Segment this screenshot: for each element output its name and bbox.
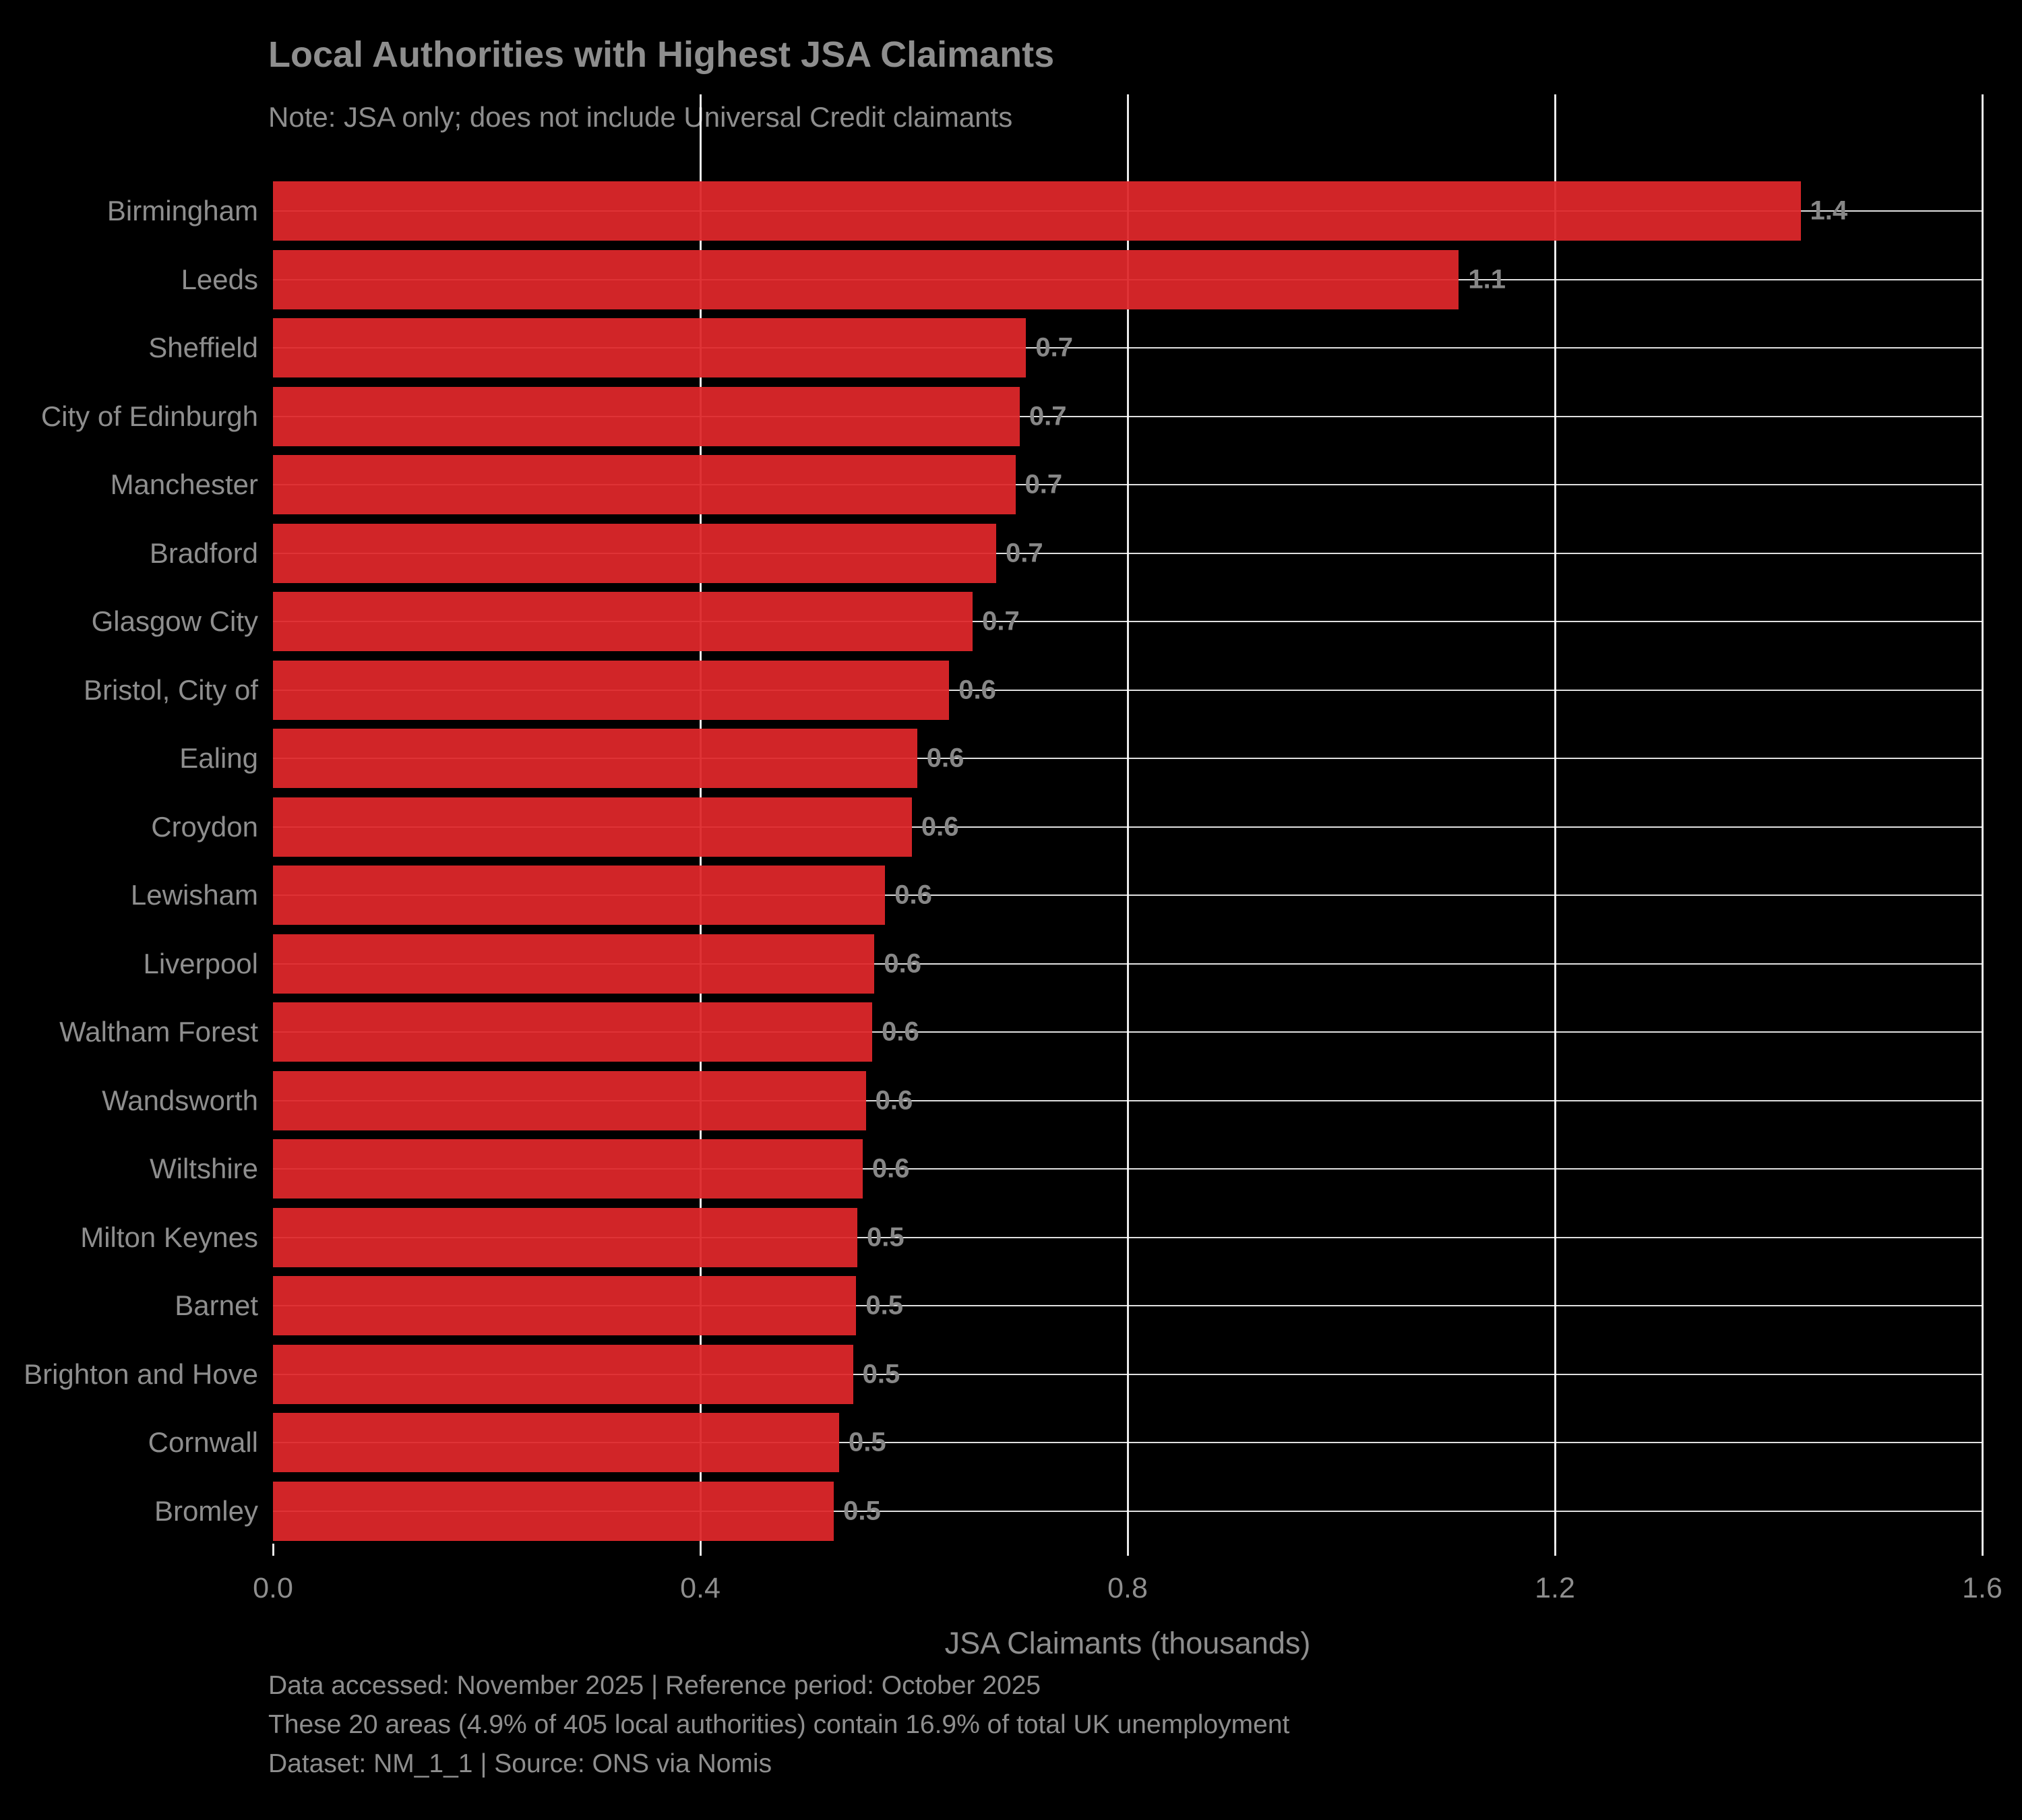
y-gridline <box>273 1442 1982 1443</box>
x-tick-mark <box>1981 1544 1984 1556</box>
y-gridline <box>273 758 1982 759</box>
category-label: Manchester <box>110 468 258 500</box>
category-label: Liverpool <box>143 947 258 979</box>
y-gridline <box>273 552 1982 554</box>
value-label: 0.7 <box>1029 401 1067 431</box>
bar-leeds <box>273 249 1459 309</box>
value-label: 0.6 <box>926 743 964 773</box>
value-label: 0.7 <box>1024 469 1063 499</box>
value-label: 0.7 <box>982 606 1020 636</box>
x-tick-label: 0.4 <box>680 1572 721 1604</box>
bar-manchester <box>273 455 1016 514</box>
footer-line-3: Dataset: NM_1_1 | Source: ONS via Nomis <box>268 1749 772 1778</box>
bar-barnet <box>273 1276 857 1335</box>
y-gridline <box>273 1305 1982 1306</box>
category-label: Wandsworth <box>102 1084 258 1116</box>
value-label: 0.5 <box>865 1290 904 1321</box>
bar-brighton-and-hove <box>273 1344 853 1404</box>
category-label: Glasgow City <box>91 605 258 637</box>
value-label: 0.5 <box>843 1496 881 1525</box>
value-label: 1.1 <box>1468 264 1506 294</box>
footer-line-1: Data accessed: November 2025 | Reference… <box>268 1671 1041 1700</box>
bar-wiltshire <box>273 1139 863 1199</box>
y-gridline <box>273 415 1982 417</box>
category-label: Ealing <box>179 742 258 774</box>
bar-wandsworth <box>273 1070 866 1130</box>
bar-bradford <box>273 523 997 583</box>
bar-waltham-forest <box>273 1002 873 1062</box>
category-label: Croydon <box>151 810 258 843</box>
category-label: Brighton and Hove <box>24 1358 258 1390</box>
value-label: 0.7 <box>1006 538 1043 568</box>
value-label: 0.5 <box>866 1222 905 1252</box>
x-gridline <box>1126 94 1129 1544</box>
x-tick-mark <box>272 1544 274 1556</box>
category-label: Bromley <box>154 1494 258 1527</box>
x-tick-label: 1.6 <box>1962 1572 2002 1604</box>
footer-line-2: These 20 areas (4.9% of 405 local author… <box>268 1710 1290 1739</box>
x-tick-mark <box>699 1544 702 1556</box>
bar-bromley <box>273 1481 834 1541</box>
x-tick-label: 0.8 <box>1107 1572 1148 1604</box>
x-tick-mark <box>1554 1544 1556 1556</box>
category-label: Waltham Forest <box>59 1016 258 1048</box>
category-label: Cornwall <box>148 1426 258 1458</box>
value-label: 0.5 <box>849 1427 886 1457</box>
bar-glasgow-city <box>273 592 973 651</box>
value-label: 0.5 <box>862 1359 900 1389</box>
x-tick-label: 1.2 <box>1535 1572 1575 1604</box>
value-label: 0.6 <box>884 948 921 978</box>
bar-liverpool <box>273 934 875 994</box>
x-tick-mark <box>1126 1544 1129 1556</box>
category-label: Barnet <box>175 1290 258 1321</box>
y-gridline <box>273 963 1982 965</box>
y-gridline <box>273 826 1982 828</box>
value-label: 0.6 <box>894 880 932 910</box>
x-gridline <box>1554 94 1556 1544</box>
y-gridline <box>273 1373 1982 1375</box>
x-gridline <box>1981 94 1984 1544</box>
category-label: Bristol, City of <box>83 673 258 706</box>
value-label: 0.6 <box>921 812 959 841</box>
y-gridline <box>273 1031 1982 1033</box>
y-gridline <box>273 347 1982 348</box>
category-label: City of Edinburgh <box>40 400 258 432</box>
x-axis-label: JSA Claimants (thousands) <box>944 1626 1311 1660</box>
chart-title: Local Authorities with Highest JSA Claim… <box>268 34 1055 75</box>
category-label: Milton Keynes <box>80 1221 258 1253</box>
value-label: 0.6 <box>875 1085 913 1115</box>
category-label: Sheffield <box>148 332 258 363</box>
chart-subtitle: Note: JSA only; does not include Univers… <box>268 101 1013 133</box>
y-gridline <box>273 689 1982 691</box>
y-gridline <box>273 621 1982 622</box>
value-label: 0.6 <box>958 675 996 704</box>
bar-birmingham <box>273 181 1801 241</box>
bar-bristol-city-of <box>273 660 950 720</box>
x-tick-label: 0.0 <box>253 1572 293 1604</box>
bar-city-of-edinburgh <box>273 386 1020 446</box>
category-label: Bradford <box>149 537 258 569</box>
bar-sheffield <box>273 318 1027 377</box>
category-label: Wiltshire <box>149 1153 258 1184</box>
y-gridline <box>273 1236 1982 1238</box>
value-label: 0.6 <box>871 1153 910 1184</box>
bar-lewisham <box>273 866 886 925</box>
bar-ealing <box>273 729 917 788</box>
y-gridline <box>273 894 1982 896</box>
y-gridline <box>273 1099 1982 1101</box>
y-gridline <box>273 1510 1982 1512</box>
y-gridline <box>273 484 1982 485</box>
category-label: Birmingham <box>106 195 258 226</box>
category-label: Lewisham <box>130 879 258 911</box>
bar-croydon <box>273 797 912 857</box>
value-label: 0.7 <box>1035 332 1074 363</box>
value-label: 0.6 <box>882 1017 919 1047</box>
bar-cornwall <box>273 1413 840 1472</box>
category-label: Leeds <box>181 263 258 295</box>
y-gridline <box>273 1168 1982 1170</box>
value-label: 1.4 <box>1810 195 1848 226</box>
bar-milton-keynes <box>273 1207 857 1267</box>
chart-footer: Data accessed: November 2025 | Reference… <box>268 1666 1289 1784</box>
